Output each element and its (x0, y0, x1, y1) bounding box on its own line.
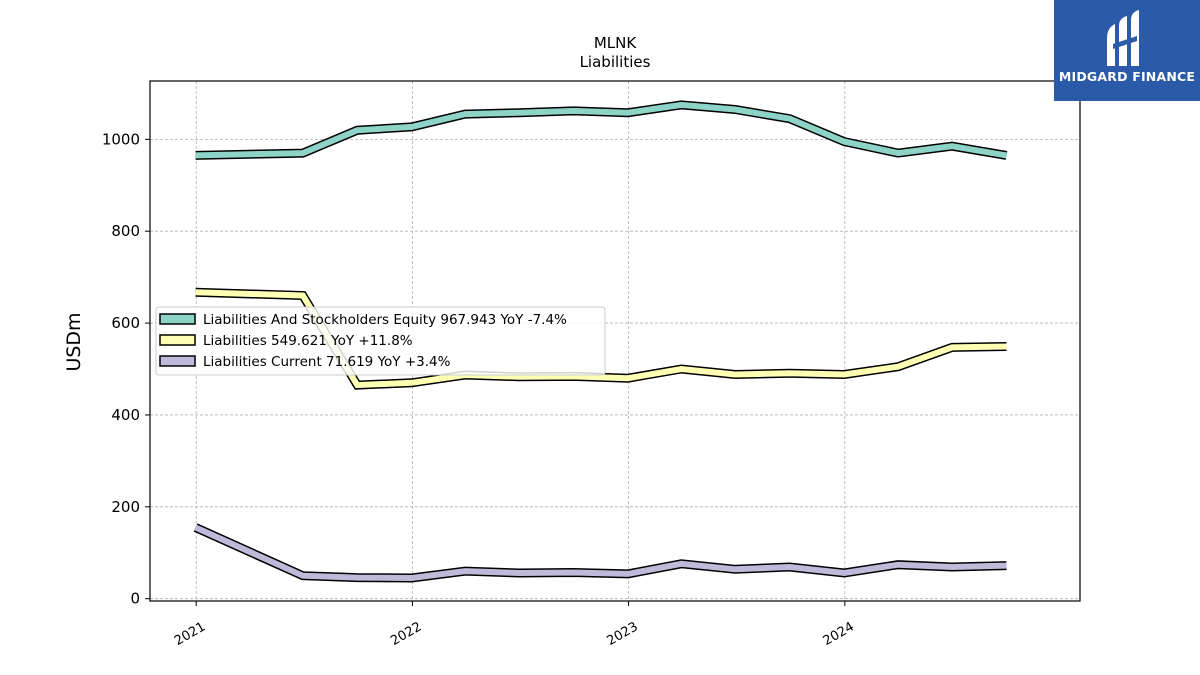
y-axis-label: USDm (63, 312, 85, 371)
legend-box (155, 306, 606, 376)
y-tick-label: 600 (111, 314, 140, 332)
legend-swatch-3 (159, 355, 196, 367)
legend-label-3: Liabilities Current 71.619 YoY +3.4% (203, 354, 451, 370)
legend-label-1: Liabilities And Stockholders Equity 967.… (203, 312, 567, 328)
x-tick-label: 2021 (172, 619, 208, 649)
series-line-2 (195, 289, 1007, 389)
x-tick-label: 2022 (388, 619, 424, 649)
chart-title: MLNK (594, 34, 638, 52)
series-line-1 (195, 101, 1008, 159)
plot-frame (149, 80, 1081, 602)
series-line-3 (194, 524, 1007, 582)
series-lines (193, 100, 1008, 583)
x-tick-label: 2023 (604, 619, 640, 649)
midgard-logo-icon (1107, 10, 1139, 66)
y-tick-label: 0 (130, 590, 140, 608)
x-tick-label: 2024 (821, 619, 857, 649)
y-tick-label: 400 (111, 406, 140, 424)
y-tick-label: 1000 (102, 130, 140, 148)
y-tick-label: 200 (111, 498, 140, 516)
logo-text: MIDGARD FINANCE (1058, 69, 1196, 84)
y-tick-label: 800 (111, 222, 140, 240)
x-axis: 2021 2022 2023 2024 (172, 601, 857, 649)
legend-swatch-2 (159, 334, 196, 346)
midgard-finance-logo: MIDGARD FINANCE (1054, 0, 1200, 101)
y-axis: 0 200 400 600 800 1000 (102, 130, 150, 608)
legend: Liabilities And Stockholders Equity 967.… (155, 306, 606, 376)
legend-swatch-1 (159, 313, 196, 325)
legend-label-2: Liabilities 549.621 YoY +11.8% (203, 333, 413, 349)
chart-subtitle: Liabilities (580, 53, 651, 71)
